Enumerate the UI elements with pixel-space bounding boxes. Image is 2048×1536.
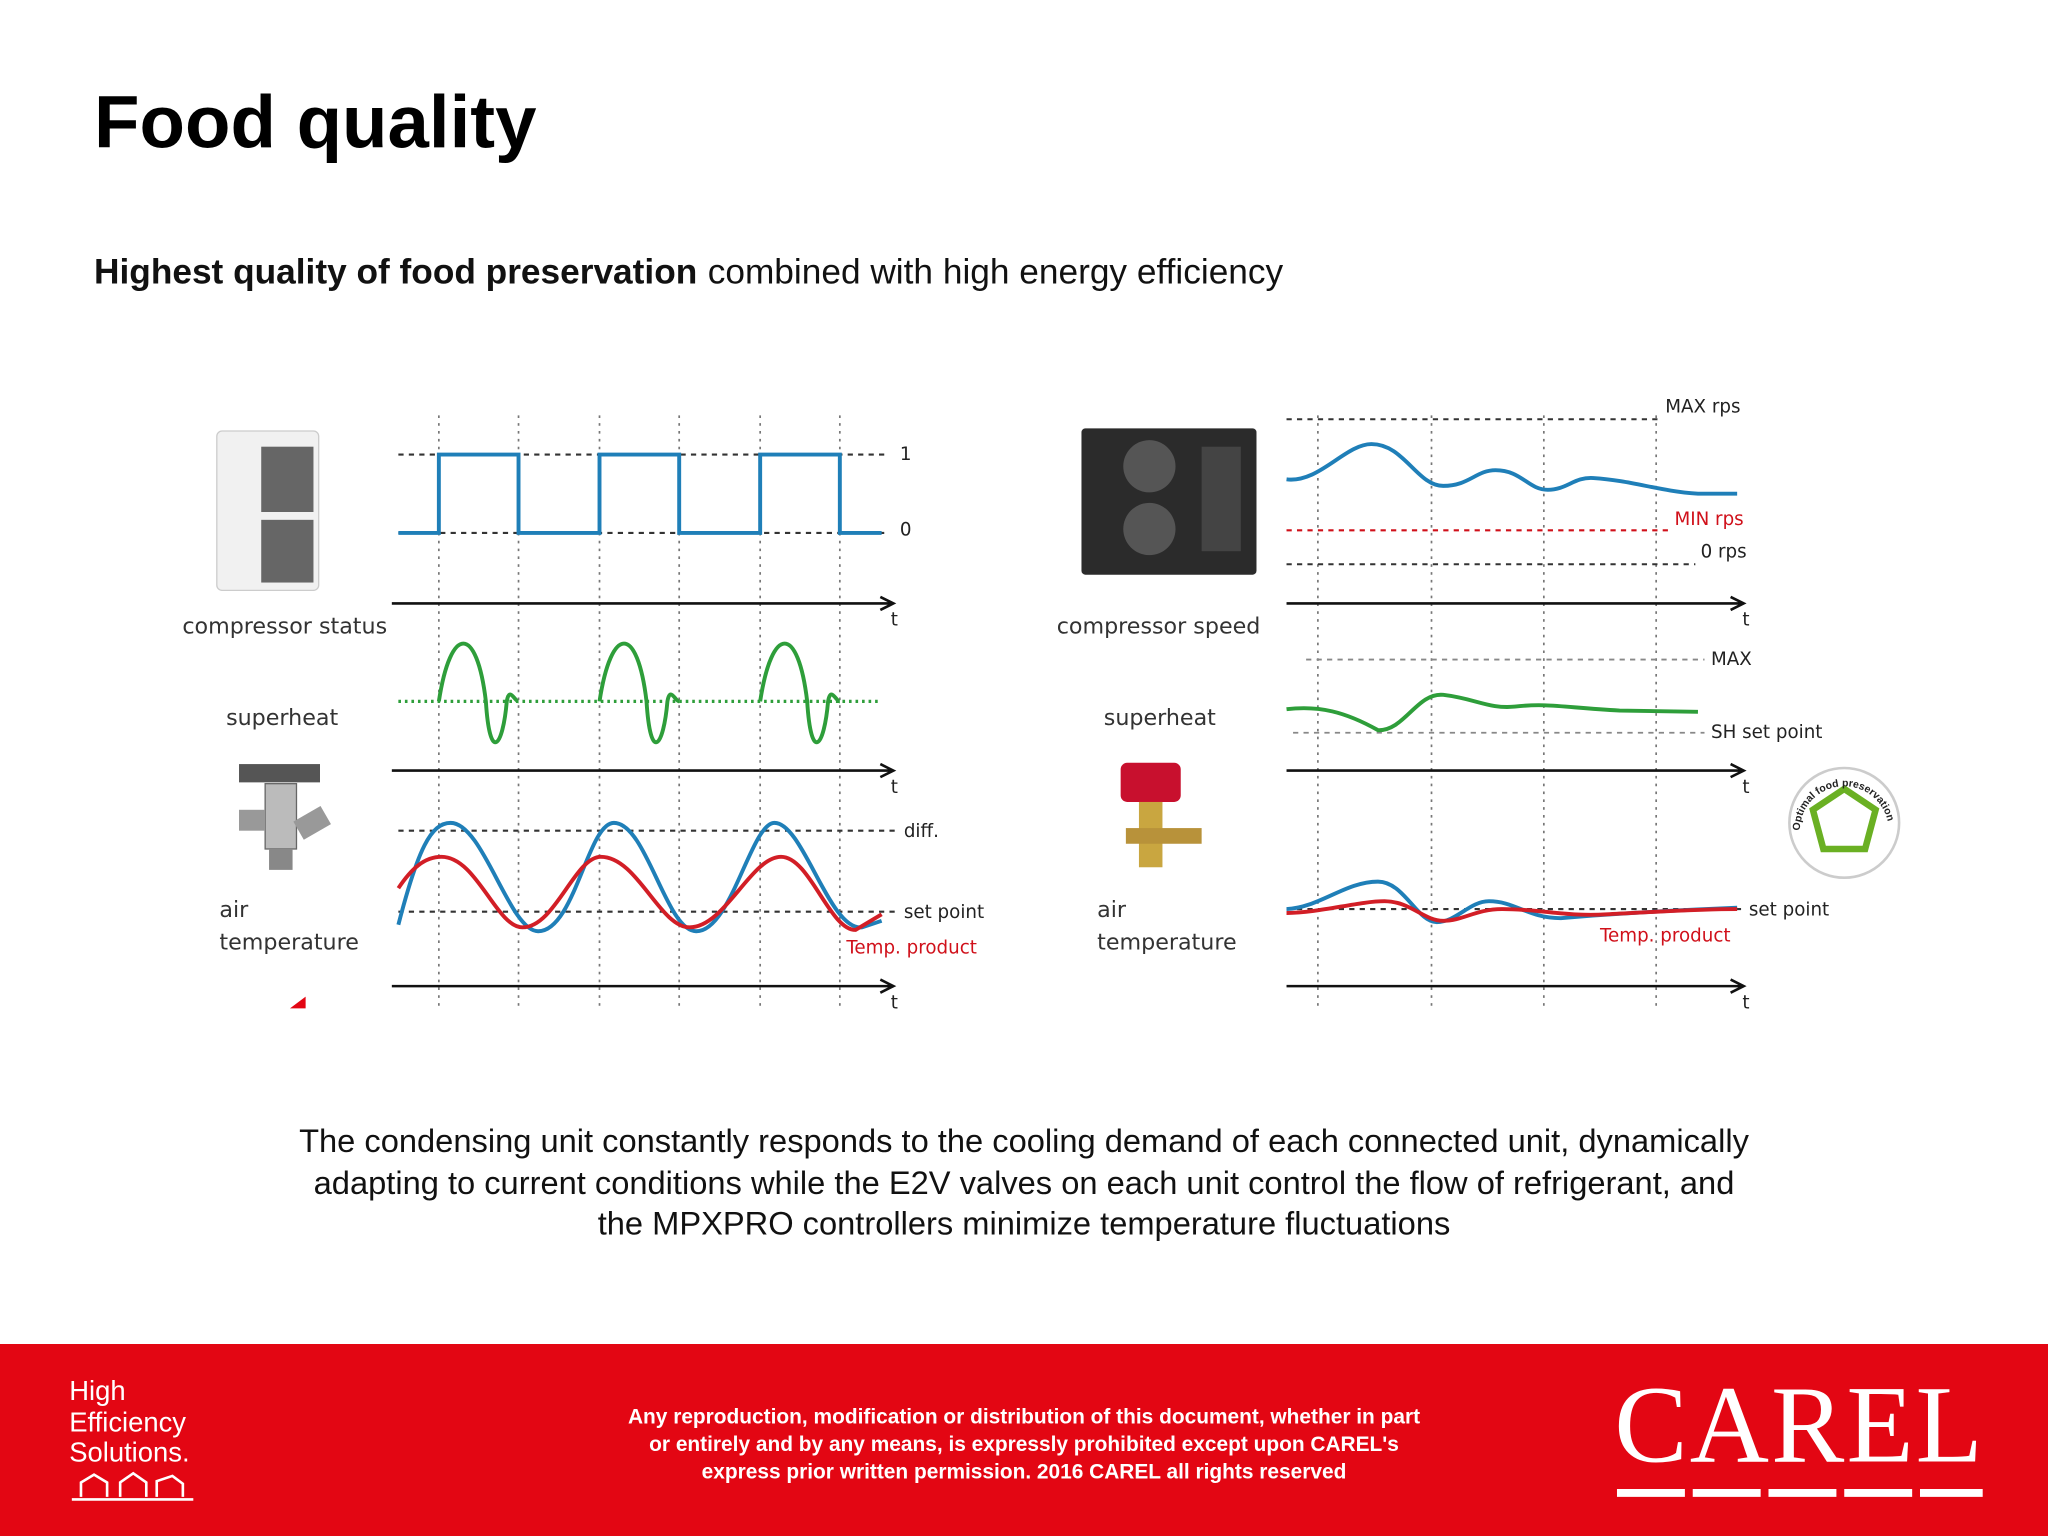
panel <box>1201 446 1241 552</box>
max-rps-label: MAX rps <box>1665 397 1740 418</box>
axis-label: t <box>891 610 898 631</box>
time-axis <box>391 595 897 612</box>
row-label: air <box>1097 897 1127 923</box>
max-label: MAX <box>1711 649 1752 670</box>
valve-port <box>1125 828 1202 844</box>
brand-line: Efficiency <box>69 1407 186 1438</box>
valve-port <box>239 809 266 831</box>
axis-label: t <box>1742 610 1749 631</box>
valve-head <box>239 764 320 783</box>
valve-body <box>264 783 298 850</box>
fan <box>1123 440 1176 493</box>
logo: CAREL <box>1614 1364 1982 1486</box>
corner-mark <box>289 996 306 1009</box>
left-diagram: 1 0 t compressor status t superheat diff… <box>182 415 984 1013</box>
badge-circle <box>1788 766 1901 880</box>
brand-line: Solutions. <box>69 1437 189 1468</box>
slide-title: Food quality <box>94 81 536 164</box>
caption-line: adapting to current conditions while the… <box>314 1164 1735 1201</box>
min-rps-label: MIN rps <box>1674 509 1743 530</box>
time-axis <box>1286 762 1747 779</box>
condensing-unit-icon <box>1081 428 1257 575</box>
fan <box>261 519 314 583</box>
superheat-wave <box>1286 692 1698 733</box>
axis-label: t <box>891 992 898 1013</box>
brand-line: High <box>69 1375 125 1406</box>
caption: The condensing unit constantly responds … <box>299 1122 1749 1241</box>
zero-rps-label: 0 rps <box>1701 542 1747 563</box>
notice: Any reproduction, modification or distri… <box>628 1406 1420 1484</box>
valve-icon <box>239 764 331 870</box>
product-label: Temp. product <box>1599 926 1731 947</box>
time-axis <box>1286 595 1747 612</box>
row-label: temperature <box>1097 930 1236 956</box>
right-diagram: Optimal food preservation MAX rps MIN rp… <box>1057 397 1901 1013</box>
badge-pentagon <box>1809 784 1880 853</box>
notice-line: or entirely and by any means, is express… <box>649 1433 1399 1456</box>
speed-wave <box>1286 442 1738 496</box>
product-temp-wave <box>1286 899 1738 923</box>
row-label: compressor speed <box>1057 613 1261 639</box>
axis-label: t <box>1742 777 1749 798</box>
product-temp-wave <box>396 854 883 932</box>
diff-label: diff. <box>904 821 939 842</box>
set-point-label: set point <box>904 902 984 923</box>
valve-coil <box>1120 762 1181 802</box>
row-label: superheat <box>1104 705 1216 731</box>
footer: High Efficiency Solutions. Any reproduct… <box>0 1344 2048 1536</box>
set-point-label: set point <box>1749 900 1829 921</box>
subtitle: Highest quality of food preservation comb… <box>94 252 1283 291</box>
brand-icons <box>71 1471 194 1501</box>
level-label: 0 <box>900 520 912 541</box>
caption-line: The condensing unit constantly responds … <box>299 1122 1749 1159</box>
superheat-wave <box>436 641 841 744</box>
level-label: 1 <box>900 444 912 465</box>
time-axis <box>391 978 897 994</box>
row-label: air <box>219 897 249 923</box>
axis-label: t <box>1742 992 1749 1013</box>
badge: Optimal food preservation <box>1788 766 1901 880</box>
fan <box>1123 502 1176 556</box>
axis-label: t <box>891 777 898 798</box>
air-temp-wave <box>396 820 883 934</box>
caption-line: the MPXPRO controllers minimize temperat… <box>598 1204 1451 1241</box>
notice-line: Any reproduction, modification or distri… <box>628 1406 1420 1429</box>
fan <box>261 446 314 512</box>
sh-set-point-label: SH set point <box>1711 722 1822 743</box>
subtitle-rest: combined with high energy efficiency <box>708 252 1284 291</box>
footer-band <box>0 1344 2048 1536</box>
valve-port <box>269 848 293 870</box>
valve-port <box>293 805 331 840</box>
outdoor-unit-icon <box>216 430 320 592</box>
brand: High Efficiency Solutions. <box>69 1375 194 1501</box>
notice-line: express prior written permission. 2016 C… <box>702 1461 1347 1484</box>
product-label: Temp. product <box>845 937 977 958</box>
status-wave <box>398 452 882 535</box>
time-axis <box>391 762 897 779</box>
row-label: compressor status <box>182 613 387 639</box>
time-axis <box>1286 978 1747 994</box>
row-label: temperature <box>219 930 358 956</box>
row-label: superheat <box>226 705 338 731</box>
subtitle-bold: Highest quality of food preservation <box>94 252 697 291</box>
e2v-valve-icon <box>1120 762 1202 868</box>
